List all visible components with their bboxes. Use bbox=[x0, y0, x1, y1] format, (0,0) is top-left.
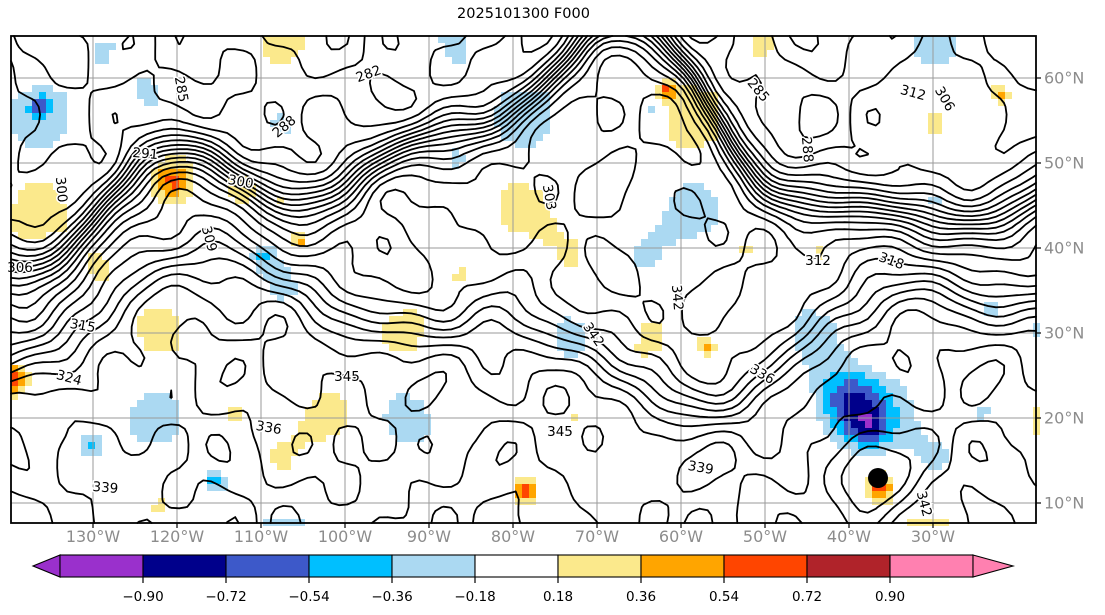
colorbar-body bbox=[31, 554, 1016, 578]
colorbar-arrow-right bbox=[972, 554, 1016, 578]
colorbar-segment bbox=[723, 554, 808, 578]
colorbar-tick-label: −0.54 bbox=[288, 589, 329, 605]
y-tick-label: 10°N bbox=[1044, 493, 1085, 513]
x-tick-label: 90°W bbox=[406, 527, 452, 546]
contour-label: 324 bbox=[55, 367, 84, 389]
contour-label: 342 bbox=[913, 489, 935, 518]
contour-label: 339 bbox=[687, 458, 715, 478]
contour-lines bbox=[10, 35, 1037, 524]
contour-label: 300 bbox=[227, 172, 255, 192]
colorbar-segment bbox=[391, 554, 476, 578]
x-tick-label: 110°W bbox=[233, 527, 289, 546]
contour-label: 288 bbox=[269, 113, 299, 142]
y-tick-label: 20°N bbox=[1044, 408, 1085, 428]
colorbar-segment bbox=[806, 554, 891, 578]
colorbar-segment bbox=[640, 554, 725, 578]
contour-label: 288 bbox=[798, 136, 816, 163]
colorbar-tick-label: 0.18 bbox=[543, 589, 573, 605]
contour-label: 315 bbox=[69, 316, 97, 336]
colorbar-segment bbox=[59, 554, 144, 578]
x-tick-label: 60°W bbox=[658, 527, 704, 546]
colorbar: −0.90 −0.72 −0.54 −0.36 −0.18 0.18 0.36 0.54 0.7… bbox=[31, 554, 1016, 605]
y-tick-label: 40°N bbox=[1044, 238, 1085, 258]
y-tick-label: 30°N bbox=[1044, 323, 1085, 343]
colorbar-tick-label: 0.36 bbox=[626, 589, 656, 605]
contour-label: 306 bbox=[931, 84, 958, 114]
contour-label: 312 bbox=[899, 82, 928, 104]
contour-label: 345 bbox=[547, 424, 573, 440]
colorbar-tick-label: −0.18 bbox=[454, 589, 495, 605]
colorbar-segment bbox=[474, 554, 559, 578]
x-tick-label: 70°W bbox=[574, 527, 620, 546]
contour-label: 303 bbox=[539, 183, 559, 211]
contour-label: 342 bbox=[668, 284, 686, 311]
colorbar-tick-label: −0.72 bbox=[205, 589, 246, 605]
map-frame bbox=[10, 35, 1037, 524]
contour-label: 306 bbox=[7, 260, 33, 276]
colorbar-segment bbox=[557, 554, 642, 578]
colorbar-segment bbox=[225, 554, 310, 578]
colorbar-tick-label: −0.36 bbox=[371, 589, 412, 605]
storm-marker bbox=[868, 468, 888, 488]
colorbar-segment bbox=[308, 554, 393, 578]
colorbar-tick-label: −0.90 bbox=[122, 589, 163, 605]
colorbar-tick-label: 0.72 bbox=[792, 589, 822, 605]
x-tick-label: 120°W bbox=[149, 527, 205, 546]
colorbar-segment bbox=[142, 554, 227, 578]
contour-label: 345 bbox=[334, 369, 360, 385]
colorbar-tick-label: 0.90 bbox=[875, 589, 905, 605]
x-tick-label: 30°W bbox=[910, 527, 956, 546]
contour-label: 282 bbox=[354, 62, 384, 86]
anomaly-shading-layer bbox=[11, 36, 1040, 526]
contour-label: 339 bbox=[92, 479, 119, 497]
x-tick-label: 80°W bbox=[490, 527, 536, 546]
contour-label: 300 bbox=[52, 176, 70, 203]
contour-label: 291 bbox=[132, 145, 159, 163]
x-tick-label: 130°W bbox=[65, 527, 121, 546]
colorbar-arrow-left bbox=[31, 554, 61, 578]
contour-label: 336 bbox=[255, 418, 283, 438]
x-tick-label: 50°W bbox=[742, 527, 788, 546]
contour-label: 285 bbox=[171, 75, 191, 103]
x-tick-label: 100°W bbox=[317, 527, 373, 546]
y-tick-label: 50°N bbox=[1044, 153, 1085, 173]
x-tick-label: 40°W bbox=[826, 527, 872, 546]
colorbar-segment bbox=[889, 554, 974, 578]
colorbar-tick-label: 0.54 bbox=[709, 589, 739, 605]
y-tick-label: 60°N bbox=[1044, 68, 1085, 88]
axis-ticks bbox=[92, 77, 1041, 528]
colorbar-ticks: −0.90 −0.72 −0.54 −0.36 −0.18 0.18 0.36 0.54 0.7… bbox=[122, 577, 905, 605]
contour-label: 312 bbox=[805, 253, 831, 269]
figure-title: 2025101300 F000 bbox=[457, 6, 590, 22]
contour-label: 318 bbox=[877, 249, 907, 273]
